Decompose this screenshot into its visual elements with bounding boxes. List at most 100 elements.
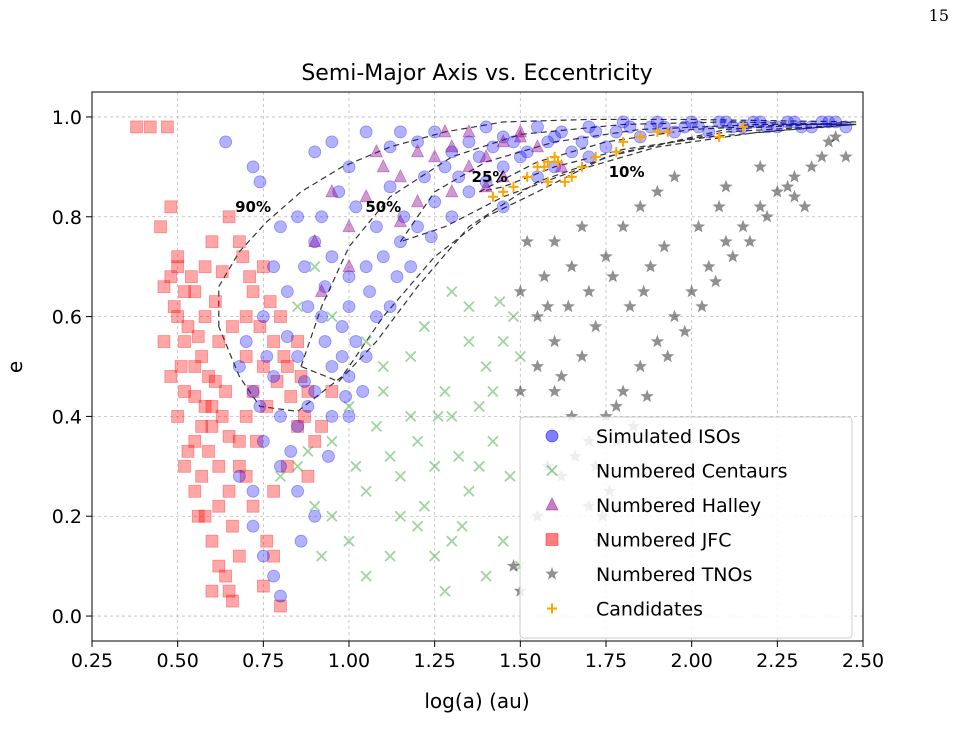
data-point	[256, 579, 270, 593]
data-point	[167, 300, 181, 314]
data-point	[616, 219, 630, 233]
data-point	[291, 300, 304, 313]
x-tick-label: 2.00	[671, 650, 713, 672]
data-point	[326, 510, 338, 522]
data-point	[439, 585, 451, 597]
data-point	[530, 139, 545, 153]
data-point	[363, 285, 376, 299]
data-point	[428, 195, 442, 209]
data-point	[513, 284, 527, 298]
data-point	[781, 115, 795, 129]
data-point	[291, 335, 305, 348]
data-point	[383, 300, 397, 314]
legend-box	[519, 416, 853, 639]
data-point	[294, 534, 308, 548]
data-point	[473, 460, 485, 472]
data-point	[542, 176, 553, 187]
data-point	[405, 350, 417, 363]
data-point	[394, 470, 407, 482]
data-point	[428, 125, 442, 139]
data-point	[377, 360, 389, 373]
series-numbered-centaurs	[274, 261, 526, 597]
data-point	[445, 145, 459, 159]
data-point	[342, 370, 356, 383]
data-point	[565, 409, 579, 423]
data-point	[405, 410, 417, 423]
axes: 0.25 0.50 0.75 1.00 1.25 1.50 1.75 2.00 2.25 2.50…	[52, 107, 884, 672]
data-point	[246, 385, 260, 398]
data-point	[685, 284, 699, 298]
data-point	[691, 219, 706, 233]
data-point	[541, 299, 555, 313]
data-point	[130, 120, 143, 134]
data-point	[256, 360, 270, 373]
legend-marker	[547, 603, 557, 614]
data-point	[738, 121, 749, 132]
data-point	[618, 136, 629, 147]
data-point	[376, 158, 390, 173]
data-point	[198, 400, 212, 413]
data-point	[274, 589, 287, 603]
data-point	[411, 135, 424, 149]
data-point	[561, 299, 575, 313]
data-point	[208, 375, 222, 388]
contour-labels: 90% 50% 25% 10%	[235, 163, 644, 216]
data-point	[633, 199, 647, 213]
data-point	[432, 410, 444, 423]
data-point	[184, 270, 198, 284]
y-axis-label: e	[3, 361, 27, 373]
data-point	[480, 570, 492, 582]
data-point	[513, 129, 527, 143]
data-point	[770, 120, 784, 134]
data-point	[463, 335, 475, 348]
data-point	[198, 310, 212, 323]
data-point	[267, 484, 281, 498]
data-point	[565, 145, 579, 159]
data-point	[280, 360, 294, 373]
series-simulated-isos	[219, 115, 853, 603]
data-point	[554, 369, 569, 383]
data-point	[343, 535, 355, 547]
data-point	[520, 145, 534, 159]
data-point	[178, 385, 191, 398]
data-point	[356, 385, 370, 398]
data-point	[486, 140, 500, 154]
data-point	[815, 149, 829, 163]
data-point	[480, 360, 492, 373]
data-point	[633, 359, 647, 373]
x-tick-label: 2.25	[756, 650, 798, 672]
data-point	[565, 259, 579, 273]
contour-label: 90%	[235, 198, 271, 216]
series-numbered-halley	[308, 124, 569, 298]
data-point	[438, 160, 452, 174]
data-point	[623, 299, 637, 313]
data-point	[291, 419, 305, 433]
data-point	[188, 285, 202, 299]
data-point	[462, 185, 476, 199]
data-point	[232, 360, 246, 373]
data-point	[239, 350, 253, 363]
legend-label: Numbered JFC	[596, 530, 732, 552]
data-point	[349, 335, 363, 348]
data-point	[553, 156, 564, 167]
data-point	[753, 115, 767, 129]
data-point	[472, 150, 486, 164]
data-point	[393, 235, 407, 249]
data-point	[359, 260, 373, 274]
data-point	[274, 459, 287, 473]
data-point	[650, 334, 665, 348]
data-point	[212, 459, 226, 473]
data-point	[462, 124, 476, 138]
data-point	[496, 160, 510, 174]
data-point	[662, 126, 673, 137]
data-point	[195, 469, 209, 483]
data-point	[753, 159, 767, 173]
data-point	[498, 186, 509, 197]
legend-label: Simulated ISOs	[596, 426, 741, 448]
data-point	[719, 179, 733, 193]
data-point	[787, 169, 802, 183]
x-axis-label: log(a) (au)	[424, 689, 529, 713]
data-point	[171, 310, 185, 323]
data-point	[496, 130, 510, 144]
